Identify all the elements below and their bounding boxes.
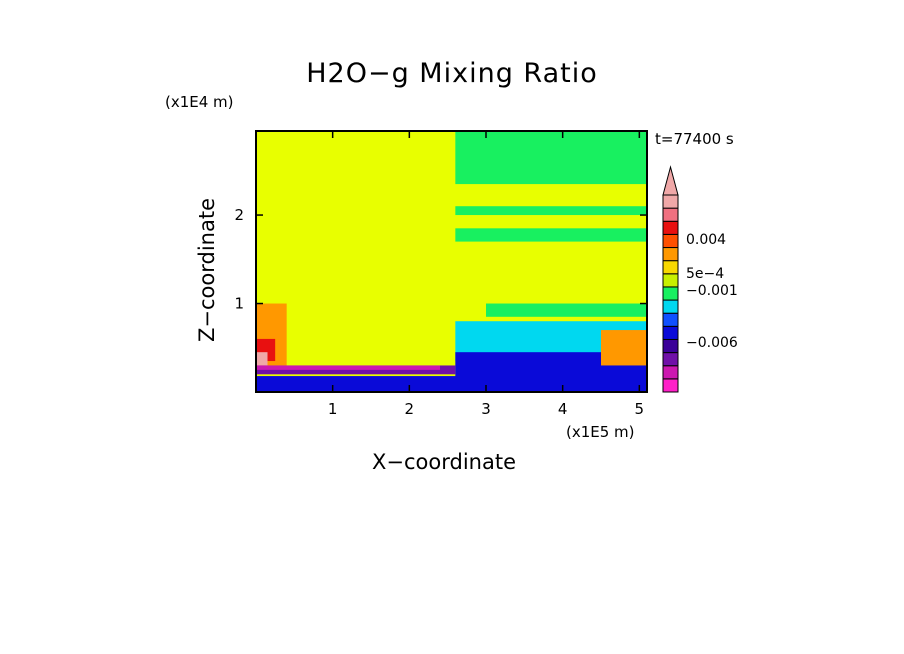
colorbar-swatch [662, 207, 679, 222]
x-tick-label: 5 [635, 400, 645, 418]
y-tick-label: 1 [234, 295, 244, 313]
x-tick-label: 4 [558, 400, 568, 418]
heatmap-region-right-mid-green [486, 303, 647, 317]
colorbar-swatch [662, 325, 679, 340]
colorbar-swatch [662, 286, 679, 301]
colorbar-swatch [662, 352, 679, 367]
colorbar-label: −0.006 [686, 335, 738, 351]
heatmap-region-right-band-2 [455, 228, 647, 242]
heatmap-region-surface-blue [256, 376, 647, 392]
plot-frame [255, 130, 648, 393]
colorbar-swatch [662, 233, 679, 249]
heatmap-region-left-pink [256, 352, 268, 366]
x-axis-unit: (x1E5 m) [566, 423, 635, 441]
colorbar-swatch [662, 247, 679, 262]
colorbar-swatch [662, 365, 679, 380]
time-label: t=77400 s [655, 130, 734, 148]
colorbar-swatch [662, 194, 679, 209]
x-axis-label: X−coordinate [372, 450, 516, 474]
colorbar-label: 5e−4 [686, 266, 724, 282]
colorbar-extension [662, 165, 679, 196]
colorbar-swatch [662, 338, 679, 354]
heatmap-region-surface-magenta [256, 365, 440, 370]
y-axis-unit: (x1E4 m) [165, 93, 234, 111]
colorbar-swatch [662, 378, 679, 393]
x-tick-label: 3 [481, 400, 491, 418]
heatmap-region-upper-right-green [455, 131, 647, 185]
colorbar-label: 0.004 [686, 232, 726, 248]
x-tick-label: 1 [328, 400, 338, 418]
colorbar-swatch [662, 312, 679, 327]
colorbar-swatch [662, 273, 679, 288]
y-tick-label: 2 [234, 206, 244, 224]
heatmap-region-right-band-1 [455, 206, 647, 216]
colorbar-swatch [662, 299, 679, 314]
heatmap-region-right-orange-patch [601, 330, 647, 366]
chart-title: H2O−g Mixing Ratio [306, 58, 598, 89]
colorbar-swatch [662, 220, 679, 235]
colorbar-swatch [662, 260, 679, 275]
x-tick-label: 2 [405, 400, 415, 418]
colorbar-label: −0.001 [686, 283, 738, 299]
